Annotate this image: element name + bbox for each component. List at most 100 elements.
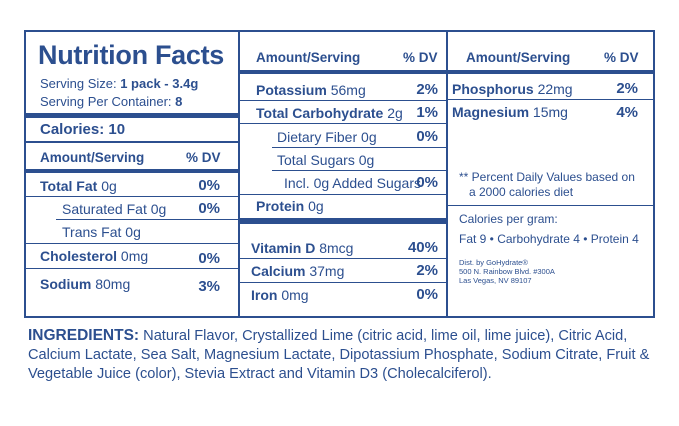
dv-footnote-line2: a 2000 calories diet bbox=[469, 185, 574, 199]
nutrient-total-fat: Total Fat 0g bbox=[40, 178, 117, 194]
nutrient-name: Trans Fat bbox=[62, 224, 122, 240]
nutrient-amount: 2g bbox=[387, 105, 403, 121]
nutrient-name: Potassium bbox=[256, 82, 327, 98]
nutrient-name: Sodium bbox=[40, 276, 92, 292]
nutrient-name: Calcium bbox=[251, 263, 306, 279]
row-divider bbox=[240, 100, 448, 101]
nutrient-name: Phosphorus bbox=[452, 81, 534, 97]
nutrition-facts-panel bbox=[24, 30, 655, 318]
dv-cholesterol: 0% bbox=[198, 250, 220, 267]
nutrient-name: Dietary Fiber bbox=[277, 129, 358, 145]
calories-per-gram-values: Fat 9 • Carbohydrate 4 • Protein 4 bbox=[459, 232, 639, 246]
nutrient-vitamin-d: Vitamin D 8mcg bbox=[251, 240, 353, 256]
ingredients-text: Natural Flavor, Crystallized Lime (citri… bbox=[28, 328, 650, 382]
row-divider bbox=[272, 170, 448, 171]
dv-potassium: 2% bbox=[416, 81, 438, 98]
calories: Calories: 10 bbox=[40, 121, 126, 138]
ingredients: INGREDIENTS: Natural Flavor, Crystallize… bbox=[28, 326, 653, 384]
col2-thick-divider-2 bbox=[240, 218, 448, 224]
dv-total-carbohydrate: 1% bbox=[416, 104, 438, 121]
nutrient-amount: 22mg bbox=[537, 81, 573, 97]
dv-sodium: 3% bbox=[198, 278, 220, 295]
nutrient-total-sugars: Total Sugars 0g bbox=[277, 152, 374, 168]
servings-value: 8 bbox=[175, 94, 183, 109]
nutrient-name: Iron bbox=[251, 287, 278, 303]
row-divider bbox=[24, 196, 238, 197]
row-divider bbox=[240, 282, 448, 283]
nutrient-magnesium: Magnesium 15mg bbox=[452, 104, 568, 120]
nutrient-name: Incl. 0g Added Sugars bbox=[284, 175, 421, 191]
dv-vitamin-d: 40% bbox=[407, 239, 438, 256]
distributor-address: Dist. by GoHydrate® 500 N. Rainbow Blvd.… bbox=[459, 258, 555, 285]
nutrient-phosphorus: Phosphorus 22mg bbox=[452, 81, 573, 97]
dv-total-fat: 0% bbox=[198, 177, 220, 194]
nutrient-dietary-fiber: Dietary Fiber 0g bbox=[277, 129, 377, 145]
nutrient-amount: 80mg bbox=[95, 276, 131, 292]
nutrient-total-carbohydrate: Total Carbohydrate 2g bbox=[256, 105, 403, 121]
row-divider bbox=[24, 243, 238, 244]
nutrient-name: Total Sugars bbox=[277, 152, 355, 168]
row-divider bbox=[240, 194, 448, 195]
nutrient-added-sugars: Incl. 0g Added Sugars bbox=[284, 175, 421, 191]
nutrient-name: Protein bbox=[256, 198, 305, 214]
nutrient-amount: 8mcg bbox=[319, 240, 354, 256]
col3-thick-divider bbox=[448, 70, 655, 74]
nutrient-name: Magnesium bbox=[452, 104, 530, 120]
row-divider bbox=[272, 147, 448, 148]
nutrient-name: Total Fat bbox=[40, 178, 98, 194]
ingredients-label: INGREDIENTS: bbox=[28, 327, 140, 344]
column-divider-2 bbox=[446, 30, 448, 318]
nutrient-protein: Protein 0g bbox=[256, 198, 324, 214]
dv-footnote: ** Percent Daily Values based on a 2000 … bbox=[459, 170, 635, 200]
nutrient-amount: 0g bbox=[358, 152, 375, 168]
nutrient-name: Saturated Fat bbox=[62, 201, 147, 217]
row-divider bbox=[56, 219, 238, 220]
servings-per-container: Serving Per Container: 8 bbox=[40, 94, 182, 109]
row-divider bbox=[240, 258, 448, 259]
nutrient-amount: 15mg bbox=[532, 104, 568, 120]
col2-thick-divider bbox=[240, 70, 448, 74]
dv-phosphorus: 2% bbox=[616, 80, 638, 97]
row-divider bbox=[24, 268, 238, 269]
nutrient-amount: 0g bbox=[125, 224, 141, 240]
dv-footnote-line1: ** Percent Daily Values based on bbox=[459, 170, 635, 184]
nutrient-saturated-fat: Saturated Fat 0g bbox=[62, 201, 166, 217]
col1-amount-header: Amount/Serving bbox=[40, 150, 145, 165]
dv-calcium: 2% bbox=[416, 262, 438, 279]
dv-dietary-fiber: 0% bbox=[416, 128, 438, 145]
nutrient-amount: 0g bbox=[101, 178, 117, 194]
nutrient-amount: 0g bbox=[361, 129, 377, 145]
dv-saturated-fat: 0% bbox=[198, 200, 220, 217]
row-divider bbox=[448, 99, 655, 100]
nutrient-name: Vitamin D bbox=[251, 240, 316, 256]
col3-amount-header: Amount/Serving bbox=[466, 50, 571, 65]
col1-dv-header: % DV bbox=[186, 150, 221, 165]
nutrient-sodium: Sodium 80mg bbox=[40, 276, 130, 292]
nutrient-trans-fat: Trans Fat 0g bbox=[62, 224, 141, 240]
dv-added-sugars: 0% bbox=[416, 174, 438, 191]
divider-thick-1 bbox=[24, 113, 238, 118]
col2-amount-header: Amount/Serving bbox=[256, 50, 361, 65]
column-divider-1 bbox=[238, 30, 240, 318]
nutrient-name: Cholesterol bbox=[40, 248, 118, 264]
serving-size-value: 1 pack - 3.4g bbox=[120, 76, 199, 91]
nutrient-name: Total Carbohydrate bbox=[256, 105, 384, 121]
row-divider bbox=[240, 123, 448, 124]
nutrient-amount: 0mg bbox=[281, 287, 309, 303]
nutrient-amount: 37mg bbox=[309, 263, 345, 279]
serving-size: Serving Size: 1 pack - 3.4g bbox=[40, 76, 198, 91]
divider-1 bbox=[24, 141, 238, 143]
dv-magnesium: 4% bbox=[616, 104, 638, 121]
col3-dv-header: % DV bbox=[604, 50, 639, 65]
nutrient-iron: Iron 0mg bbox=[251, 287, 309, 303]
dv-iron: 0% bbox=[416, 286, 438, 303]
nutrient-calcium: Calcium 37mg bbox=[251, 263, 344, 279]
nutrition-title: Nutrition Facts bbox=[38, 40, 225, 70]
calories-per-gram-label: Calories per gram: bbox=[459, 212, 558, 226]
nutrient-potassium: Potassium 56mg bbox=[256, 82, 366, 98]
nutrient-amount: 56mg bbox=[330, 82, 366, 98]
nutrient-amount: 0mg bbox=[120, 248, 149, 264]
serving-size-label: Serving Size: bbox=[40, 76, 117, 91]
col2-dv-header: % DV bbox=[403, 50, 438, 65]
nutrient-cholesterol: Cholesterol 0mg bbox=[40, 248, 148, 264]
